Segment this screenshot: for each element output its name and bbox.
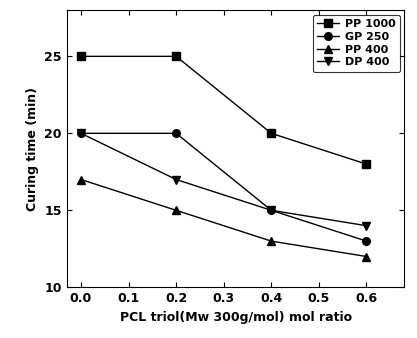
GP 250 xyxy=(364,239,369,243)
Line: PP 400: PP 400 xyxy=(77,176,370,260)
Legend: PP 1000, GP 250, PP 400, DP 400: PP 1000, GP 250, PP 400, DP 400 xyxy=(313,15,400,72)
PP 400 xyxy=(173,208,178,212)
X-axis label: PCL triol(Mw 300g/mol) mol ratio: PCL triol(Mw 300g/mol) mol ratio xyxy=(120,311,352,324)
GP 250 xyxy=(173,131,178,135)
PP 400 xyxy=(269,239,274,243)
DP 400 xyxy=(364,224,369,228)
PP 400 xyxy=(364,255,369,259)
PP 1000 xyxy=(364,162,369,166)
GP 250 xyxy=(269,208,274,212)
PP 1000 xyxy=(269,131,274,135)
Line: DP 400: DP 400 xyxy=(77,129,370,230)
Line: PP 1000: PP 1000 xyxy=(77,52,370,168)
DP 400 xyxy=(173,177,178,182)
DP 400 xyxy=(269,208,274,212)
Y-axis label: Curing time (min): Curing time (min) xyxy=(26,87,39,211)
PP 400 xyxy=(78,177,83,182)
GP 250 xyxy=(78,131,83,135)
PP 1000 xyxy=(78,54,83,58)
Line: GP 250: GP 250 xyxy=(77,129,370,245)
DP 400 xyxy=(78,131,83,135)
PP 1000 xyxy=(173,54,178,58)
